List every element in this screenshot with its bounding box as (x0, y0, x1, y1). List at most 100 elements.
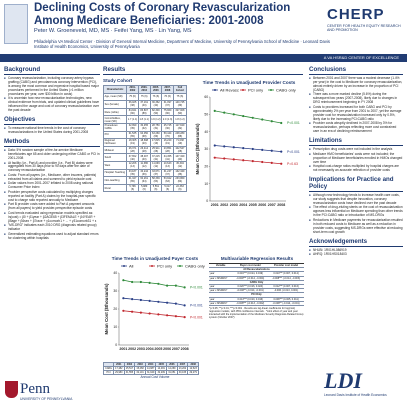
table-cell: 29,279 (187, 370, 199, 375)
ldi-logo: LDI Leonard Davis Institute of Health Ec… (324, 368, 404, 404)
table-cell: 38,007 (40) (137, 153, 151, 162)
unadjusted-chart-svg: All Revasc PCI only CABG only 0 10 20 30 40 50 60… (195, 87, 300, 207)
y-tick-label: 20 (204, 165, 208, 169)
row-label: Age, mean (SD) (102, 92, 128, 102)
table-cell: 33,671 (37) (149, 168, 163, 178)
data-point (280, 162, 283, 165)
row-label: year x MSDRG* (209, 301, 233, 307)
table-cell: 12,523 (187, 366, 199, 371)
table-cell: 34,455 (41) (161, 153, 174, 162)
series-line (123, 279, 185, 288)
table-cell: 31,051 (166, 370, 178, 375)
pvalue-label: P<0.001 (190, 286, 203, 290)
methods-bullet: "MS-DRG" indicates each 2010 DRG (diagno… (4, 223, 100, 232)
table-cell: -0.006 (-0.013, 0.001) (268, 288, 304, 294)
multivariable-table: Variable Payer cost model Provider cost mo… (209, 262, 304, 307)
data-point (232, 158, 235, 161)
background-title: Background (4, 66, 100, 75)
unadjusted-provider-chart: Time Trends in Unadjusted Provider Costs… (194, 80, 304, 218)
data-point (223, 157, 226, 160)
acknowledgements-list: NHLBI: 1R01HL086919AHRQ: 1R01HS018403 (309, 248, 403, 258)
table-cell: 84,941 (90) (126, 107, 139, 117)
table-cell: 23,851 (28) (161, 145, 174, 155)
table-cell: 82,300 (90) (149, 107, 163, 117)
x-tick-label: 2008 (181, 347, 189, 351)
table-cell: 61,535 (65) (126, 130, 139, 140)
column-right: Conclusions Between 2001 and 2007 there … (309, 66, 403, 258)
implications-bullet: Reductions in Medicare payments for reva… (309, 218, 403, 235)
y-axis-label: Mean Cost ($thousands) (104, 283, 109, 335)
methods-bullet: Part B provider costs were added to Part… (4, 202, 100, 211)
table-cell: 0.012*** (0.007, 0.016) (268, 284, 304, 290)
column-left: Background Coronary revascularization, i… (4, 66, 100, 241)
table-row: South 37,652 (40) 38,007 (40) 37,215 (41) 34… (102, 153, 188, 162)
table-cell: 59,444 (70) (161, 130, 174, 140)
conclusions-bullet: Costs to providers increased for both CA… (309, 105, 403, 122)
table-cell: 15,468 (134, 366, 146, 371)
legend-marker (151, 265, 153, 267)
methods-bullet: At facility (i.e., Part A) and provider … (4, 161, 100, 174)
data-point (251, 116, 254, 119)
data-point (174, 284, 177, 287)
data-point (183, 316, 186, 319)
table-row: year x MSDRG* -0.009*** (-0.014, -0.004) -… (209, 276, 304, 281)
methods-title: Methods (4, 138, 100, 148)
table-cell: 32,999 (35) (126, 122, 139, 132)
data-point (261, 118, 264, 121)
table-cell: -0.008*** (-0.014, -0.003) (268, 276, 304, 281)
group-label: All Revascularizations (209, 267, 304, 273)
data-point (166, 301, 169, 304)
results-title: Results (103, 66, 303, 75)
y-tick-label: 40 (113, 271, 117, 275)
table-cell: 14,481 (155, 366, 168, 371)
x-tick-label: 2003 (230, 203, 238, 207)
table-cell: 30,455 (32) (137, 122, 151, 132)
table-cell: 30,165 (176, 370, 189, 375)
limitations-list: Prescription drug costs were not include… (309, 147, 403, 173)
table-cell: 140,745 (39) (172, 100, 188, 109)
data-point (213, 156, 216, 159)
table-cell: 2.0 (1.3) (161, 115, 174, 124)
table-cell: 45,304 (12) (172, 160, 188, 170)
y-tick-label: 30 (204, 147, 208, 151)
x-tick-label: 2008 (277, 203, 285, 207)
table-header-cell: Variable (209, 262, 233, 269)
objectives-title: Objectives (4, 116, 100, 126)
series-line (214, 145, 282, 152)
pvalue-label: P<0.001 (287, 121, 300, 125)
limitations-bullet: Medicare HMO beneficiaries' costs were n… (309, 152, 403, 165)
group-row: PCI Only (209, 292, 304, 298)
conclusions-title: Conclusions (309, 66, 403, 75)
table-row: Race (white) 84,941 (90) 83,807 (89) 82,300… (102, 107, 188, 117)
methods-bullet: Provider perspective costs calculated by… (4, 190, 100, 203)
data-point (183, 286, 186, 289)
table-cell: 12,206 (13) (126, 160, 139, 170)
data-point (242, 159, 245, 162)
table-cell: 26,414 (28) (137, 145, 151, 155)
data-point (122, 309, 125, 312)
unadjusted-chart-title: Time Trends in Unadjusted Provider Costs (202, 80, 296, 85)
series-line (123, 297, 185, 306)
data-point (139, 280, 142, 284)
ldi-name: LDI (324, 368, 362, 393)
data-point (213, 109, 216, 112)
conclusions-bullet: Provider costs abruptly declined in 2007… (309, 121, 403, 134)
data-point (166, 284, 169, 287)
table-cell: 233,869 (64) (172, 176, 188, 185)
table-cell: 11,386 (12) (137, 160, 151, 170)
table-header-cell: 2007-2008 (161, 85, 174, 94)
implications-bullet: The effect of drug-eluting stents on the… (309, 206, 403, 218)
cherp-logo: CHERP CENTER FOR HEALTH EQUITY RESEARCH … (327, 6, 401, 40)
row-label: South (102, 153, 128, 162)
table-header-cell: Full Cohort (172, 85, 188, 94)
table-cell: 33,187 (35) (126, 168, 139, 178)
table-header-cell: Provider cost model (268, 262, 304, 269)
methods-list: Data: 5% random sample of fee-for-servic… (4, 148, 100, 241)
pvalue-label: P<0.001 (190, 315, 203, 319)
data-point (270, 120, 273, 123)
table-cell: 248,289 (68) (172, 130, 188, 140)
table-cell: 75 (6) (126, 92, 139, 102)
acknowledgements-bullet: AHRQ: 1R01HS018403 (309, 252, 403, 257)
table-row: CABG 17,482 15,517 15,468 14,987 14,481 14,269… (103, 366, 199, 371)
table-cell: 60,261 (64) (137, 176, 151, 185)
